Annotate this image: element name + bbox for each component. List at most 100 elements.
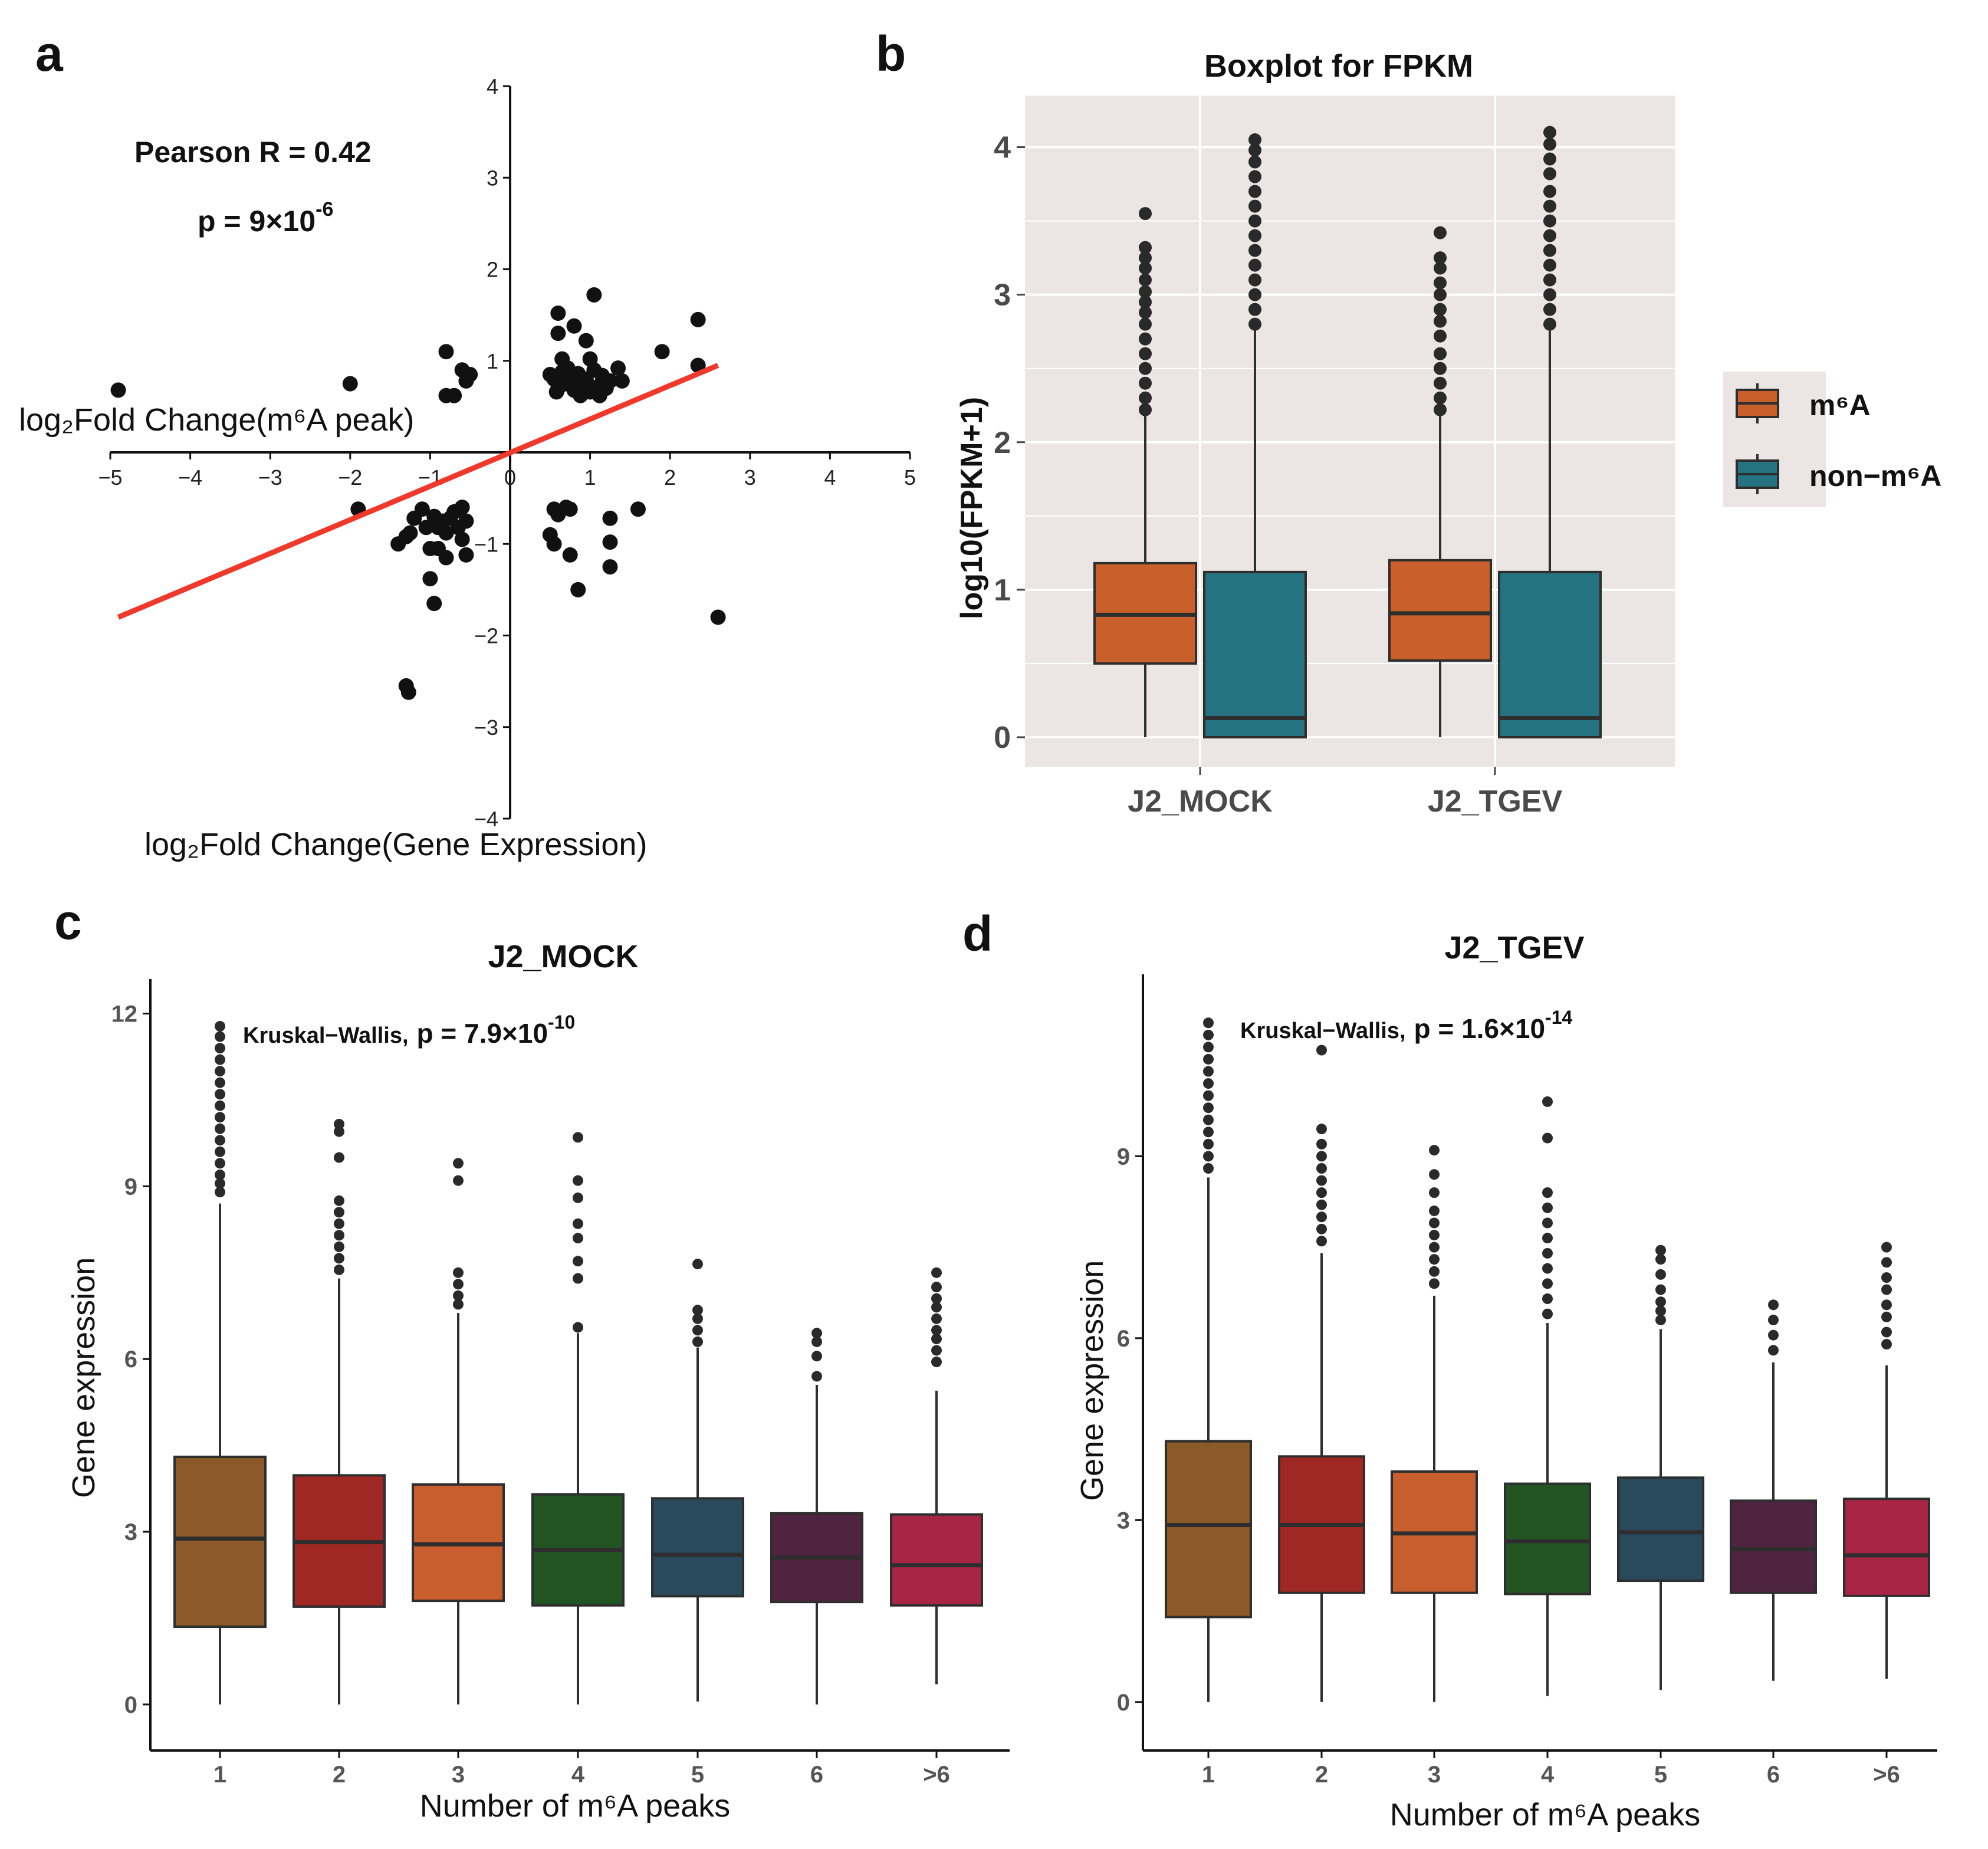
b-outlier-point [1248, 317, 1261, 331]
b-outlier-point [1543, 273, 1556, 287]
b-y-tick-label: 0 [994, 721, 1011, 755]
b-outlier-point [1543, 199, 1556, 213]
d-x-tick-label: 6 [1767, 1762, 1780, 1788]
c-box-group [173, 1021, 267, 1705]
d-outlier-point [1316, 1175, 1327, 1186]
scatter-point [602, 559, 618, 575]
c-p-text: p = 7.9×10 [417, 1018, 548, 1049]
d-box-group [1391, 1145, 1478, 1702]
d-box-group [1278, 1045, 1365, 1702]
d-outlier-point [1203, 1053, 1214, 1065]
d-outlier-point [1203, 1029, 1214, 1040]
c-outlier-point [453, 1175, 464, 1186]
a-y-tick-label: −2 [474, 624, 498, 648]
d-box [1165, 1440, 1252, 1618]
scatter-point [592, 387, 607, 403]
d-outlier-point [1429, 1254, 1440, 1265]
d-outlier-point [1655, 1269, 1666, 1280]
d-outlier-point [1316, 1138, 1327, 1150]
scatter-point [546, 536, 562, 552]
a-x-tick-label: −3 [258, 465, 282, 490]
c-outlier-point [334, 1230, 344, 1241]
panel-c: c J2_MOCK Kruskal−Wallis, p = 7.9×10-10 G… [54, 894, 1010, 1824]
d-outlier-point [1881, 1257, 1892, 1268]
b-outlier-point [1139, 285, 1152, 298]
b-outlier-point [1434, 251, 1447, 265]
scatter-point [110, 382, 126, 398]
d-outlier-point [1203, 1090, 1214, 1101]
d-test-name: Kruskal−Wallis, [1240, 1019, 1406, 1043]
panel-c-label: c [54, 894, 82, 950]
b-outlier-point [1543, 244, 1556, 257]
c-outlier-point [931, 1345, 942, 1356]
legend-label-non-m6a: non−m⁶A [1809, 459, 1941, 492]
b-outlier-point [1543, 288, 1556, 301]
c-title: J2_MOCK [488, 939, 638, 974]
d-outlier-point [1768, 1345, 1779, 1356]
c-outlier-point [334, 1218, 344, 1229]
d-outlier-point [1881, 1284, 1892, 1295]
d-outlier-point [1542, 1247, 1553, 1259]
c-outlier-point [931, 1267, 942, 1278]
legend-label-m6a: m⁶A [1809, 389, 1871, 422]
d-title: J2_TGEV [1444, 930, 1584, 965]
d-outlier-point [1429, 1187, 1440, 1198]
b-outlier-point [1139, 241, 1152, 254]
c-box-group [890, 1267, 983, 1684]
scatter-point [454, 531, 470, 547]
d-outlier-point [1881, 1311, 1892, 1322]
p-value-annotation: p = 9×10-6 [198, 198, 333, 238]
d-outlier-point [1316, 1211, 1327, 1223]
c-outlier-point [692, 1336, 703, 1347]
scatter-point [438, 550, 454, 566]
b-outlier-point [1139, 362, 1152, 375]
c-xlabel: Number of m⁶A peaks [420, 1788, 730, 1824]
b-outlier-point [1139, 295, 1152, 309]
c-outlier-point [453, 1279, 464, 1290]
c-box [173, 1456, 267, 1628]
a-y-tick-label: −4 [474, 807, 498, 831]
c-outlier-point [215, 1100, 225, 1111]
c-outlier-point [573, 1132, 583, 1143]
b-outlier-point [1434, 314, 1447, 328]
b-outlier-point [1248, 185, 1261, 198]
d-x-tick-label: 1 [1202, 1762, 1215, 1788]
c-outlier-point [334, 1207, 344, 1218]
panel-a-label: a [35, 26, 64, 81]
scatter-point [602, 510, 618, 526]
c-outlier-point [931, 1357, 942, 1368]
d-box [1504, 1482, 1591, 1595]
b-outlier-point [1139, 261, 1152, 275]
scatter-point [342, 376, 358, 392]
c-outlier-point [215, 1077, 225, 1088]
non-m6a-legend-icon [1736, 454, 1779, 494]
d-outlier-point [1429, 1217, 1440, 1229]
scatter-point [422, 571, 438, 587]
scatter-point [573, 387, 589, 403]
d-outlier-point [1881, 1339, 1892, 1350]
m6a-legend-icon [1736, 383, 1779, 423]
d-outlier-point [1203, 1066, 1214, 1077]
scatter-point [462, 367, 478, 383]
d-box-group [1617, 1244, 1704, 1690]
c-outlier-point [573, 1218, 583, 1229]
c-outlier-point [215, 1187, 225, 1198]
c-outlier-point [215, 1146, 225, 1157]
b-outlier-point [1139, 317, 1152, 331]
c-outlier-point [453, 1290, 464, 1301]
d-outlier-point [1429, 1169, 1440, 1180]
c-boxes [173, 1021, 983, 1705]
c-outlier-point [215, 1043, 225, 1054]
c-outlier-point [215, 1066, 225, 1077]
b-outlier-point [1434, 403, 1447, 416]
c-outlier-point [334, 1241, 344, 1252]
b-box-group [1203, 133, 1307, 738]
b-outlier-point [1139, 347, 1152, 360]
d-box-group [1165, 1017, 1252, 1702]
scatter-point [458, 513, 474, 529]
c-outlier-point [334, 1126, 344, 1137]
b-box [1203, 570, 1307, 738]
b-outlier-point [1248, 244, 1261, 257]
